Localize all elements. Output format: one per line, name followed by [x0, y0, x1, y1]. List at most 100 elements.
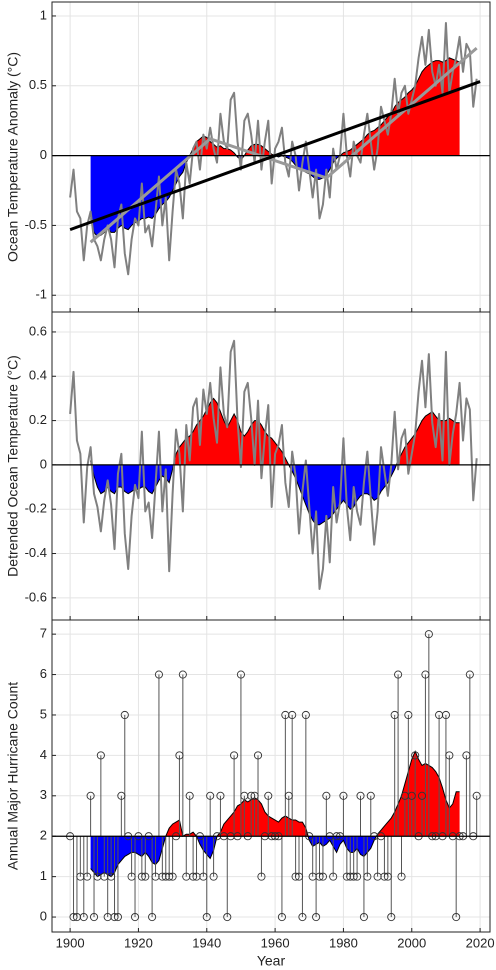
stem-marker [96, 751, 105, 760]
stem-marker [356, 791, 365, 800]
x-tick-label: 1980 [329, 935, 358, 950]
stem-marker [291, 872, 300, 881]
stem-marker [83, 872, 92, 881]
y-tick-label: 4 [40, 747, 47, 762]
stem-marker [465, 670, 474, 679]
y-tick-label: 0 [40, 456, 47, 471]
stem-marker [424, 630, 433, 639]
y-tick-label: 7 [40, 626, 47, 641]
stem-marker [209, 872, 218, 881]
stem-marker [301, 710, 310, 720]
stem-marker [363, 872, 372, 881]
y-tick-label: 0 [40, 908, 47, 923]
stem-marker [264, 791, 273, 800]
stem-marker [117, 791, 126, 800]
stem-marker [294, 872, 304, 881]
stem-marker [462, 751, 471, 760]
y-tick-label: 0.6 [29, 323, 47, 338]
stem-marker [312, 912, 321, 922]
stem-marker [154, 670, 163, 679]
stem-marker [230, 751, 239, 760]
stem-marker [390, 710, 399, 720]
stem-marker [175, 751, 184, 760]
stem-marker [397, 872, 406, 881]
stem-marker [165, 872, 174, 881]
y-tick-label: 0.2 [29, 412, 47, 427]
x-tick-label: 1960 [261, 935, 290, 950]
y-tick-label: -0.4 [25, 545, 47, 560]
x-tick-label: 1900 [56, 935, 85, 950]
stem-marker [353, 872, 362, 881]
stem-marker [380, 872, 389, 881]
stem-marker [329, 872, 338, 881]
stem-marker [223, 912, 232, 922]
positive-area [165, 751, 460, 837]
y-tick-label: 6 [40, 666, 47, 681]
stem-marker [206, 791, 215, 800]
x-axis-label: Year [257, 953, 286, 969]
y-tick-label: 2 [40, 828, 47, 843]
stem-marker [141, 872, 150, 881]
y-tick-label: 0.5 [29, 77, 47, 92]
y-axis-label: Ocean Temperature Anomaly (°C) [5, 52, 21, 262]
y-tick-label: 0.4 [29, 368, 47, 383]
stem-marker [322, 791, 331, 800]
x-tick-label: 1920 [124, 935, 153, 950]
stem-marker [178, 670, 187, 679]
x-tick-label: 2000 [397, 935, 426, 950]
stem-marker [107, 872, 116, 881]
x-tick-label: 1940 [192, 935, 221, 950]
stem-marker [127, 872, 136, 881]
stem-marker [69, 912, 78, 922]
y-tick-label: -0.5 [25, 217, 47, 232]
stem-marker [387, 912, 396, 922]
stem-marker [383, 872, 392, 881]
stem-marker [318, 872, 327, 881]
stem-marker [421, 670, 430, 679]
stem-marker [407, 791, 416, 800]
x-tick-label: 2020 [466, 935, 495, 950]
stem-marker [89, 912, 99, 922]
stem-marker [79, 912, 88, 922]
stem-marker [202, 912, 211, 922]
y-tick-label: -0.2 [25, 501, 47, 516]
stem-marker [441, 710, 450, 720]
stem-marker [298, 912, 307, 922]
stem-marker [349, 872, 358, 881]
stem-marker [130, 912, 140, 922]
stem-marker [185, 791, 194, 800]
y-axis-label: Detrended Ocean Temperature (°C) [5, 355, 21, 577]
y-tick-label: 1 [40, 868, 47, 883]
series-line [69, 339, 478, 590]
stem-marker [120, 710, 129, 720]
stem-marker [250, 791, 259, 800]
stem-marker [137, 872, 146, 881]
stem-marker [110, 912, 119, 922]
stem-marker [417, 791, 427, 800]
stem-marker [452, 912, 461, 922]
stem-marker [113, 912, 122, 922]
y-tick-label: -0.6 [25, 589, 47, 604]
stem-marker [315, 872, 324, 881]
y-tick-label: 0 [40, 147, 47, 162]
stem-marker [199, 872, 208, 881]
stem-marker [411, 751, 420, 760]
stem-marker [236, 670, 245, 679]
stem-marker [472, 791, 481, 800]
y-axis-label: Annual Major Hurricane Count [5, 682, 21, 870]
plot-frame [51, 619, 491, 933]
stem-marker [359, 912, 368, 922]
stem-marker [257, 872, 266, 881]
stem-marker [366, 791, 375, 800]
stem-marker [404, 710, 413, 720]
stem-marker [394, 670, 403, 679]
y-tick-label: 5 [40, 706, 47, 721]
y-tick-label: 3 [40, 787, 47, 802]
stem-marker [445, 751, 454, 760]
stem-marker [247, 791, 256, 800]
stem-marker [284, 791, 293, 800]
positive-area [90, 398, 460, 465]
stem-marker [253, 751, 263, 760]
stem-marker [189, 872, 198, 881]
